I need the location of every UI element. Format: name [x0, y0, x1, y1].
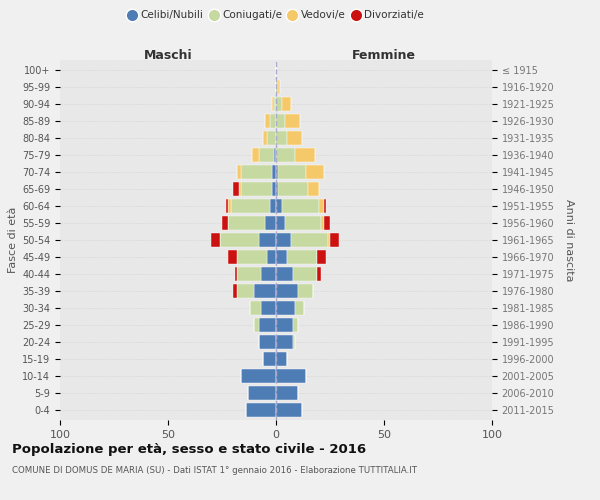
Bar: [272, 97, 274, 111]
Bar: [276, 199, 283, 213]
Bar: [269, 199, 276, 213]
Bar: [319, 199, 323, 213]
Bar: [265, 114, 269, 128]
Bar: [276, 284, 298, 298]
Bar: [276, 386, 298, 400]
Bar: [237, 267, 261, 281]
Bar: [276, 165, 278, 179]
Bar: [317, 267, 322, 281]
Bar: [263, 131, 268, 145]
Bar: [211, 233, 220, 247]
Bar: [293, 335, 295, 349]
Bar: [229, 199, 230, 213]
Bar: [323, 216, 330, 230]
Bar: [233, 284, 237, 298]
Bar: [278, 182, 308, 196]
Bar: [222, 216, 229, 230]
Bar: [259, 148, 274, 162]
Bar: [220, 233, 259, 247]
Bar: [284, 114, 300, 128]
Bar: [241, 369, 276, 383]
Bar: [248, 386, 276, 400]
Bar: [272, 165, 276, 179]
Bar: [317, 250, 326, 264]
Bar: [261, 267, 276, 281]
Bar: [265, 216, 276, 230]
Bar: [259, 335, 276, 349]
Bar: [276, 335, 293, 349]
Bar: [235, 267, 237, 281]
Bar: [254, 284, 276, 298]
Bar: [283, 199, 319, 213]
Bar: [306, 165, 323, 179]
Bar: [237, 284, 254, 298]
Bar: [287, 131, 302, 145]
Bar: [259, 233, 276, 247]
Bar: [323, 199, 326, 213]
Bar: [237, 165, 241, 179]
Text: Popolazione per età, sesso e stato civile - 2016: Popolazione per età, sesso e stato civil…: [12, 442, 366, 456]
Bar: [268, 131, 276, 145]
Bar: [330, 233, 338, 247]
Bar: [276, 97, 283, 111]
Bar: [276, 148, 295, 162]
Bar: [276, 182, 278, 196]
Bar: [250, 301, 261, 315]
Legend: Celibi/Nubili, Coniugati/e, Vedovi/e, Divorziati/e: Celibi/Nubili, Coniugati/e, Vedovi/e, Di…: [124, 6, 428, 25]
Bar: [278, 165, 306, 179]
Bar: [263, 352, 276, 366]
Bar: [291, 233, 328, 247]
Bar: [230, 199, 269, 213]
Bar: [283, 97, 291, 111]
Bar: [276, 131, 287, 145]
Bar: [268, 250, 276, 264]
Bar: [233, 182, 239, 196]
Y-axis label: Anni di nascita: Anni di nascita: [564, 198, 574, 281]
Bar: [239, 182, 241, 196]
Bar: [276, 80, 278, 94]
Bar: [241, 182, 272, 196]
Bar: [322, 216, 323, 230]
Bar: [246, 403, 276, 417]
Text: Femmine: Femmine: [352, 48, 416, 62]
Bar: [252, 148, 259, 162]
Bar: [276, 114, 284, 128]
Bar: [274, 97, 276, 111]
Bar: [276, 369, 306, 383]
Bar: [274, 148, 276, 162]
Bar: [276, 403, 302, 417]
Bar: [276, 267, 293, 281]
Bar: [295, 301, 304, 315]
Bar: [241, 165, 272, 179]
Bar: [226, 199, 229, 213]
Bar: [276, 233, 291, 247]
Bar: [293, 318, 298, 332]
Bar: [287, 250, 317, 264]
Bar: [276, 318, 293, 332]
Bar: [254, 318, 259, 332]
Bar: [298, 284, 313, 298]
Bar: [278, 80, 280, 94]
Bar: [328, 233, 330, 247]
Bar: [276, 352, 287, 366]
Bar: [276, 216, 284, 230]
Bar: [308, 182, 319, 196]
Bar: [276, 250, 287, 264]
Text: Maschi: Maschi: [143, 48, 193, 62]
Bar: [229, 250, 237, 264]
Bar: [269, 114, 276, 128]
Text: COMUNE DI DOMUS DE MARIA (SU) - Dati ISTAT 1° gennaio 2016 - Elaborazione TUTTIT: COMUNE DI DOMUS DE MARIA (SU) - Dati IST…: [12, 466, 417, 475]
Bar: [259, 318, 276, 332]
Bar: [276, 301, 295, 315]
Bar: [272, 182, 276, 196]
Bar: [295, 148, 315, 162]
Y-axis label: Fasce di età: Fasce di età: [8, 207, 18, 273]
Bar: [229, 216, 265, 230]
Bar: [293, 267, 317, 281]
Bar: [261, 301, 276, 315]
Bar: [284, 216, 322, 230]
Bar: [237, 250, 268, 264]
